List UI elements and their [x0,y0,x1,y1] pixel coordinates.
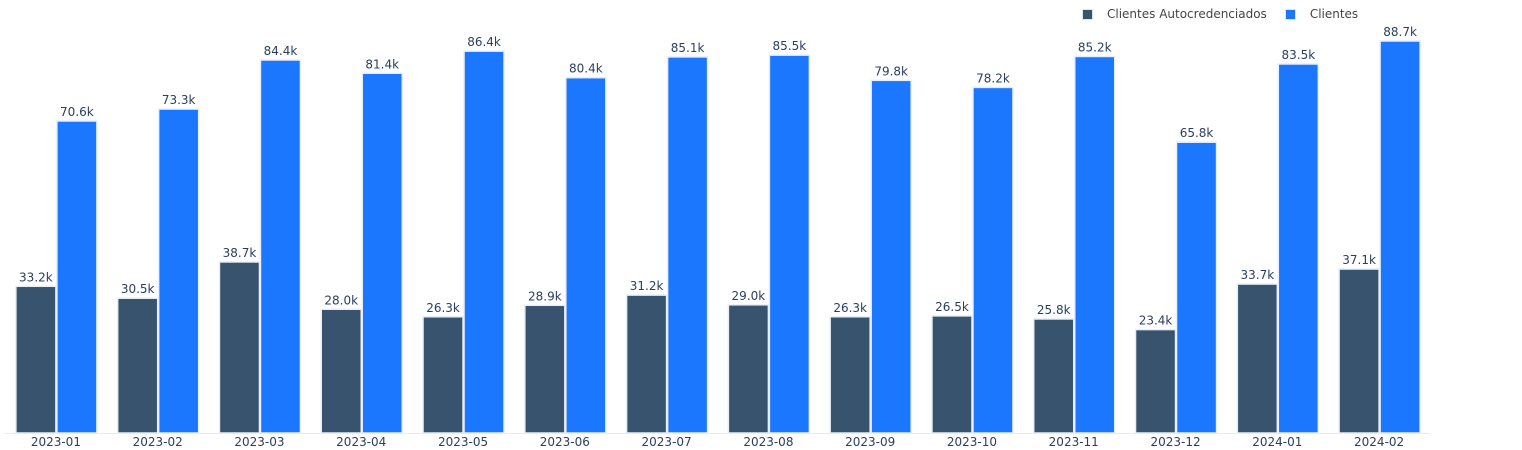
x-tick-label-2023-05: 2023-05 [438,435,488,449]
data-label-autocredenciados-2023-10: 26.5k [935,300,969,314]
data-label-clientes-2023-04: 81.4k [365,57,399,71]
bar-autocredenciados-2023-07[interactable] [625,294,668,434]
bar-clientes-2023-09[interactable] [870,79,912,434]
bar-clientes-2024-02[interactable] [1379,40,1421,434]
data-label-clientes-2023-05: 86.4k [467,35,501,49]
bar-autocredenciados-2023-01[interactable] [15,285,57,434]
bar-autocredenciados-2023-12[interactable] [1134,328,1177,434]
x-tick-label-2023-10: 2023-10 [947,435,997,449]
bar-clientes-2023-05[interactable] [463,50,505,434]
bar-clientes-2023-10[interactable] [972,86,1014,434]
data-label-clientes-2023-09: 79.8k [874,64,908,78]
bar-autocredenciados-2023-11[interactable] [1033,318,1075,434]
x-tick-label-2023-08: 2023-08 [743,435,793,449]
data-label-autocredenciados-2023-03: 38.7k [223,246,257,260]
data-label-clientes-2023-10: 78.2k [976,71,1010,85]
data-label-autocredenciados-2024-01: 33.7k [1240,268,1274,282]
bar-clientes-2023-06[interactable] [565,76,607,434]
legend: Clientes Autocredenciados Clientes [1082,7,1376,21]
legend-item-autocredenciados[interactable]: Clientes Autocredenciados [1082,7,1267,21]
data-label-clientes-2023-01: 70.6k [60,105,94,119]
x-tick-label-2024-02: 2024-02 [1354,435,1404,449]
legend-label-autocredenciados: Clientes Autocredenciados [1107,7,1267,21]
bar-clientes-2023-04[interactable] [361,72,403,434]
data-label-clientes-2024-02: 88.7k [1383,25,1417,39]
data-label-clientes-2024-01: 83.5k [1281,48,1315,62]
x-tick-label-2023-04: 2023-04 [336,435,386,449]
data-label-clientes-2023-12: 65.8k [1180,126,1214,140]
bar-autocredenciados-2023-08[interactable] [727,304,770,434]
bar-autocredenciados-2024-02[interactable] [1338,268,1380,434]
data-label-clientes-2023-08: 85.5k [773,39,807,53]
legend-item-clientes[interactable]: Clientes [1284,7,1359,21]
bar-autocredenciados-2024-01[interactable] [1236,283,1279,434]
bar-autocredenciados-2023-04[interactable] [320,308,362,434]
bar-autocredenciados-2023-10[interactable] [931,315,973,434]
x-tick-label-2023-07: 2023-07 [642,435,692,449]
bar-clientes-2023-03[interactable] [259,59,302,434]
bar-clientes-2023-11[interactable] [1074,55,1116,434]
legend-swatch-clientes [1284,8,1296,20]
x-tick-label-2023-12: 2023-12 [1150,435,1200,449]
bar-clientes-2024-01[interactable] [1277,63,1320,434]
x-tick-label-2023-09: 2023-09 [845,435,895,449]
x-tick-label-2023-06: 2023-06 [540,435,590,449]
bar-autocredenciados-2023-09[interactable] [829,316,871,434]
bar-autocredenciados-2023-02[interactable] [116,297,159,434]
legend-label-clientes: Clientes [1309,7,1359,21]
x-tick-label-2023-01: 2023-01 [31,435,81,449]
data-label-autocredenciados-2023-11: 25.8k [1037,303,1071,317]
data-label-autocredenciados-2023-04: 28.0k [324,293,358,307]
data-label-autocredenciados-2023-01: 33.2k [19,270,53,284]
bar-autocredenciados-2023-05[interactable] [422,316,464,434]
data-label-clientes-2023-03: 84.4k [264,44,298,58]
bar-clientes-2023-07[interactable] [666,56,709,434]
x-tick-label-2023-11: 2023-11 [1049,435,1099,449]
x-tick-label-2023-02: 2023-02 [133,435,183,449]
data-label-autocredenciados-2023-02: 30.5k [121,282,155,296]
data-label-clientes-2023-11: 85.2k [1078,40,1112,54]
bar-clientes-2023-01[interactable] [56,120,98,434]
x-tick-label-2024-01: 2024-01 [1252,435,1302,449]
data-label-autocredenciados-2023-07: 31.2k [630,279,664,293]
x-tick-label-2023-03: 2023-03 [234,435,284,449]
data-label-autocredenciados-2023-06: 28.9k [528,289,562,303]
bar-autocredenciados-2023-03[interactable] [218,261,261,434]
bar-clientes-2023-08[interactable] [768,54,811,434]
data-label-clientes-2023-02: 73.3k [162,93,196,107]
data-label-autocredenciados-2023-08: 29.0k [732,289,766,303]
bar-clientes-2023-12[interactable] [1175,141,1218,434]
bar-clientes-2023-02[interactable] [157,108,200,434]
bar-autocredenciados-2023-06[interactable] [524,304,566,434]
data-label-autocredenciados-2024-02: 37.1k [1342,253,1376,267]
data-label-clientes-2023-06: 80.4k [569,62,603,76]
data-label-autocredenciados-2023-12: 23.4k [1139,314,1173,328]
data-label-autocredenciados-2023-05: 26.3k [426,301,460,315]
legend-swatch-autocredenciados [1082,8,1093,20]
data-label-autocredenciados-2023-09: 26.3k [833,301,867,315]
data-label-clientes-2023-07: 85.1k [671,41,705,55]
